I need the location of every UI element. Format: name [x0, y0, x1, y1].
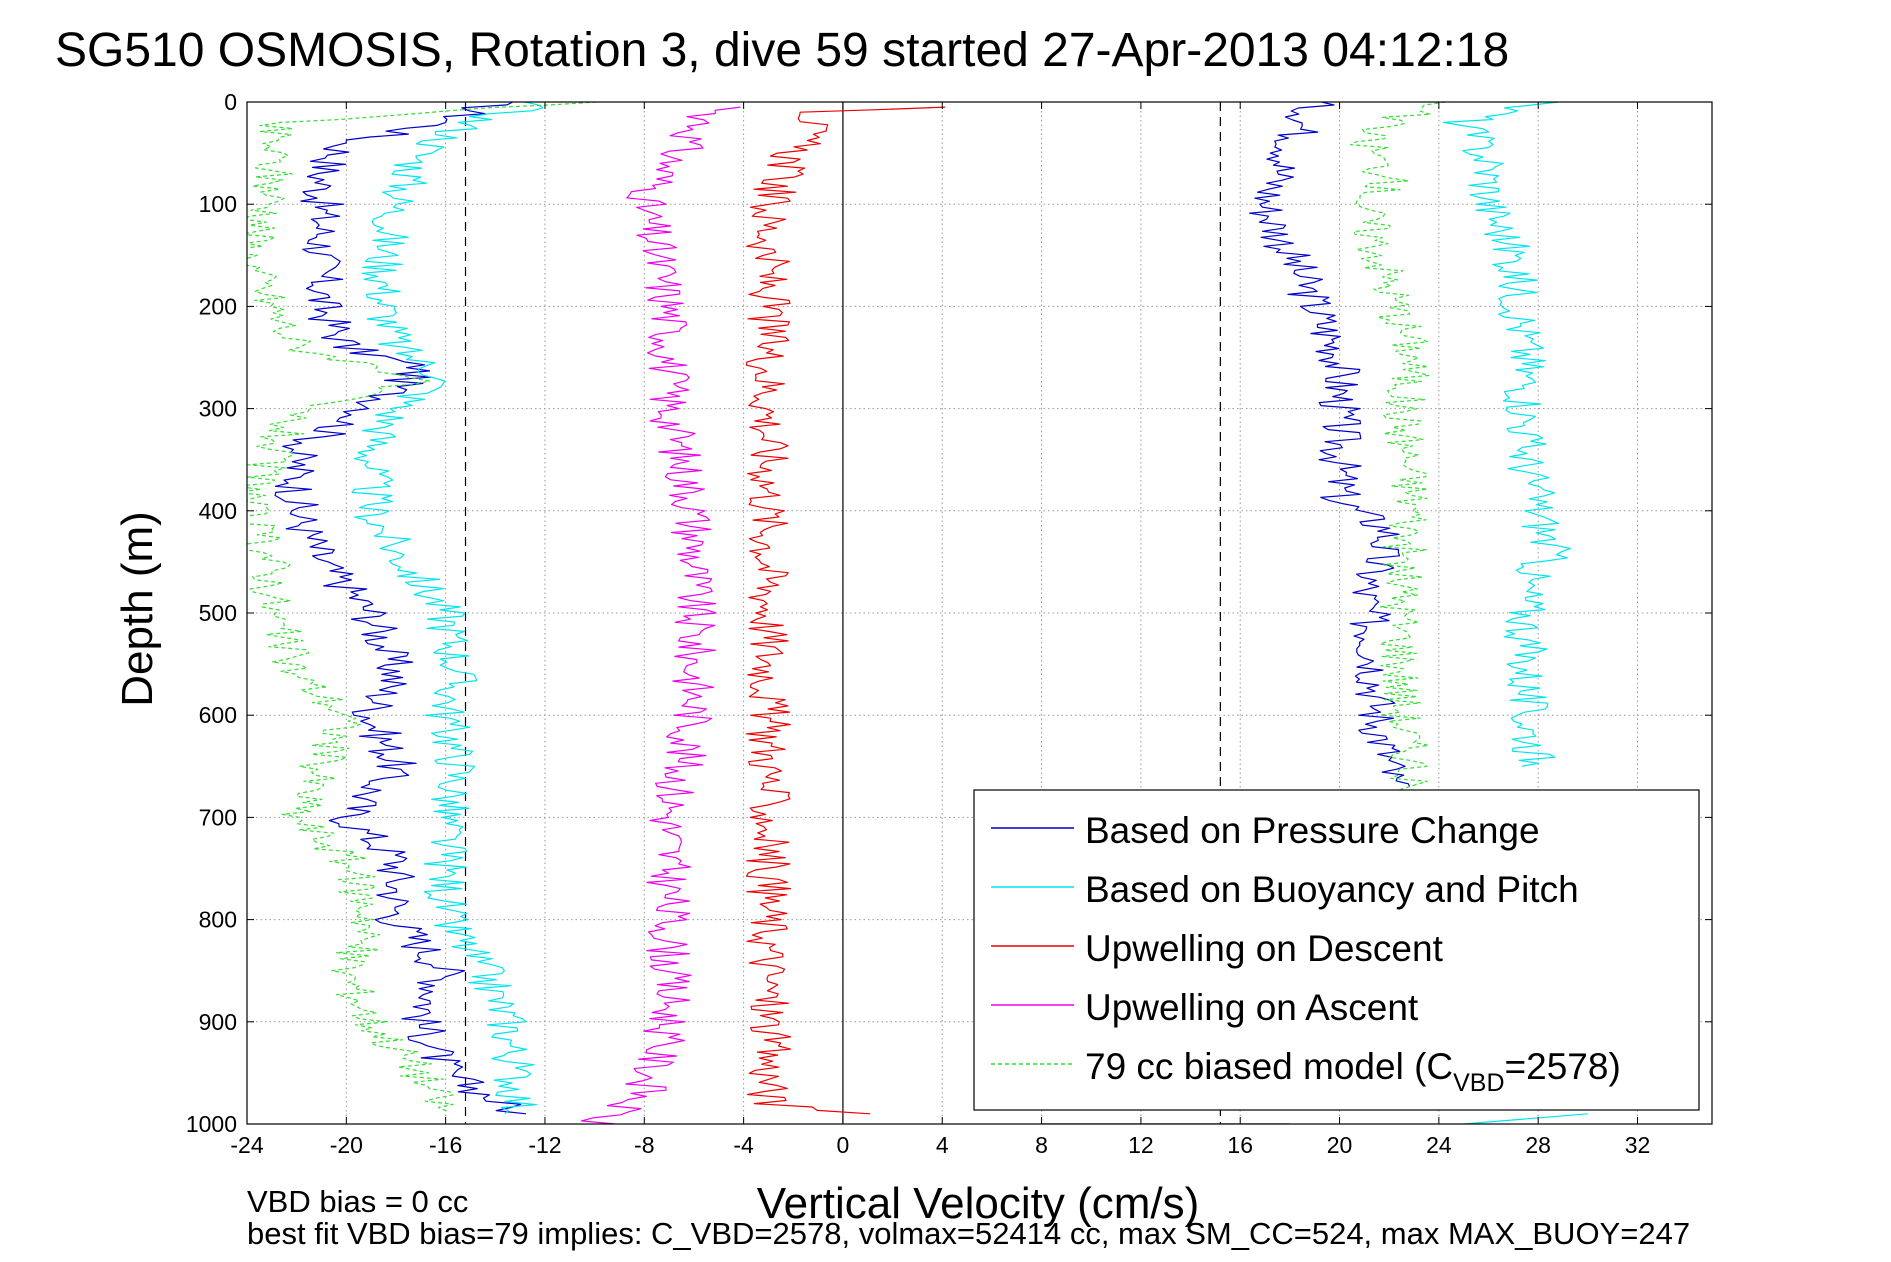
- x-tick-label: 16: [1227, 1132, 1253, 1158]
- x-axis-ticks: -24 -20 -16 -12 -8 -4 0 4 8 12 16 20 24 28 32: [230, 102, 1650, 1158]
- legend-box: [973, 789, 1700, 1111]
- footnote-best-fit: best fit VBD bias=79 implies: C_VBD=2578…: [247, 1216, 1690, 1251]
- series-line: [274, 102, 527, 1115]
- series-line: [247, 102, 597, 1114]
- y-axis-label: Depth (m): [113, 511, 162, 707]
- series-line: [1443, 102, 1572, 767]
- legend: Based on Pressure Change Based on Buoyanc…: [973, 789, 1700, 1111]
- x-tick-label: 32: [1625, 1132, 1651, 1158]
- series-line: [351, 102, 544, 1115]
- x-tick-label: 0: [837, 1132, 850, 1158]
- x-tick-label: 12: [1128, 1132, 1154, 1158]
- y-tick-label: 200: [199, 293, 237, 319]
- x-tick-label: -4: [733, 1132, 754, 1158]
- series-line: [1463, 1113, 1588, 1124]
- series-line: [1249, 102, 1411, 787]
- legend-label: Based on Pressure Change: [1085, 810, 1540, 851]
- x-tick-label: -12: [528, 1132, 561, 1158]
- y-tick-label: 1000: [186, 1111, 237, 1137]
- series-2: [745, 106, 946, 1115]
- series-1: [351, 102, 1588, 1124]
- series-0: [274, 102, 1411, 1124]
- y-tick-label: 900: [199, 1009, 237, 1035]
- x-tick-label: -16: [429, 1132, 462, 1158]
- x-tick-label: -20: [330, 1132, 363, 1158]
- y-tick-label: 0: [224, 89, 237, 115]
- x-tick-label: 8: [1035, 1132, 1048, 1158]
- x-tick-label: 24: [1426, 1132, 1452, 1158]
- x-tick-label: 4: [936, 1132, 949, 1158]
- y-tick-label: 600: [199, 702, 237, 728]
- x-tick-label: -24: [230, 1132, 263, 1158]
- x-tick-label: -8: [634, 1132, 654, 1158]
- x-axis-label: Vertical Velocity (cm/s): [757, 1179, 1200, 1228]
- series-line: [1350, 102, 1446, 818]
- legend-label: Upwelling on Ascent: [1085, 987, 1419, 1028]
- y-tick-label: 100: [199, 191, 237, 217]
- footnote-vbd-bias: VBD bias = 0 cc: [247, 1184, 468, 1219]
- series-4: [247, 102, 1446, 1114]
- y-tick-label: 500: [199, 600, 237, 626]
- chart-title: SG510 OSMOSIS, Rotation 3, dive 59 start…: [55, 24, 1509, 77]
- data-series: [247, 102, 1588, 1124]
- series-line: [580, 106, 741, 1124]
- y-tick-label: 400: [199, 498, 237, 524]
- y-tick-label: 700: [199, 804, 237, 830]
- y-tick-label: 300: [199, 396, 237, 422]
- x-tick-label: 20: [1327, 1132, 1353, 1158]
- series-line: [745, 106, 946, 1115]
- y-tick-label: 800: [199, 907, 237, 933]
- y-axis-ticks: 0 100 200 300 400 500 600 700 800 900 1000: [186, 89, 1712, 1137]
- legend-label: Upwelling on Descent: [1085, 928, 1444, 969]
- legend-label: Based on Buoyancy and Pitch: [1085, 869, 1579, 910]
- x-tick-label: 28: [1525, 1132, 1551, 1158]
- reference-lines: [464, 102, 1221, 1124]
- series-3: [580, 106, 741, 1124]
